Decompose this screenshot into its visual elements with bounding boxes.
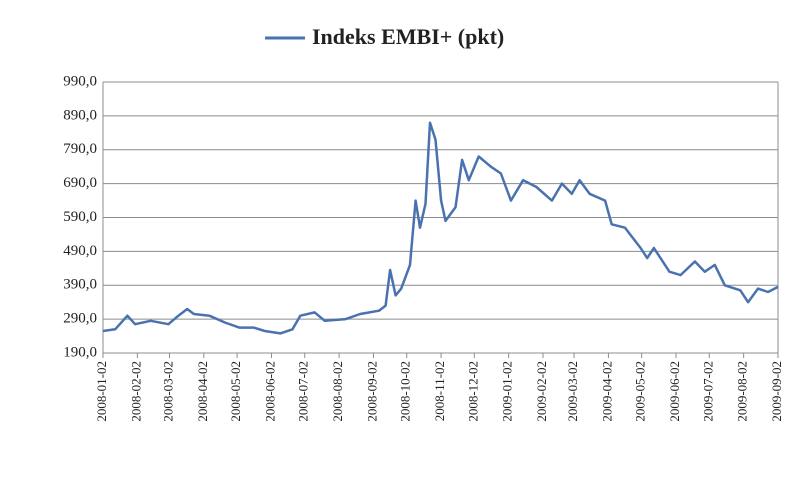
y-tick-label: 590,0: [63, 209, 97, 225]
x-tick-label: 2009-01-02: [500, 361, 515, 422]
y-tick-label: 790,0: [63, 141, 97, 157]
data-line: [102, 121, 779, 335]
x-tick-label: 2009-05-02: [633, 361, 648, 422]
y-tick-label: 390,0: [63, 277, 97, 293]
x-tick-label: 2009-07-02: [700, 361, 715, 422]
x-tick-label: 2008-08-02: [330, 361, 345, 422]
x-tick-label: 2009-09-02: [769, 361, 784, 422]
y-tick-label: 990,0: [63, 73, 97, 89]
x-tick-label: 2009-03-02: [565, 361, 580, 422]
x-tick-label: 2008-10-02: [398, 361, 413, 422]
y-tick-label: 290,0: [63, 311, 97, 327]
x-tick-label: 2008-07-02: [296, 361, 311, 422]
y-tick-label: 890,0: [63, 107, 97, 123]
x-tick-label: 2009-04-02: [599, 361, 614, 422]
x-tick-label: 2008-12-02: [465, 361, 480, 422]
x-tick-label: 2009-06-02: [667, 361, 682, 422]
x-tick-label: 2009-08-02: [735, 361, 750, 422]
y-tick-label: 490,0: [63, 243, 97, 259]
x-tick-label: 2008-11-02: [432, 361, 447, 421]
x-tick-label: 2008-02-02: [128, 361, 143, 422]
x-tick-label: 2008-06-02: [262, 361, 277, 422]
y-tick-label: 190,0: [63, 344, 97, 360]
x-tick-label: 2008-01-02: [94, 361, 109, 422]
legend-label: Indeks EMBI+ (pkt): [312, 24, 504, 49]
x-tick-label: 2008-04-02: [195, 361, 210, 422]
x-tick-label: 2008-05-02: [228, 361, 243, 422]
x-tick-label: 2008-09-02: [364, 361, 379, 422]
y-tick-label: 690,0: [63, 175, 97, 191]
x-tick-label: 2008-03-02: [160, 361, 175, 422]
x-tick-label: 2009-02-02: [534, 361, 549, 422]
